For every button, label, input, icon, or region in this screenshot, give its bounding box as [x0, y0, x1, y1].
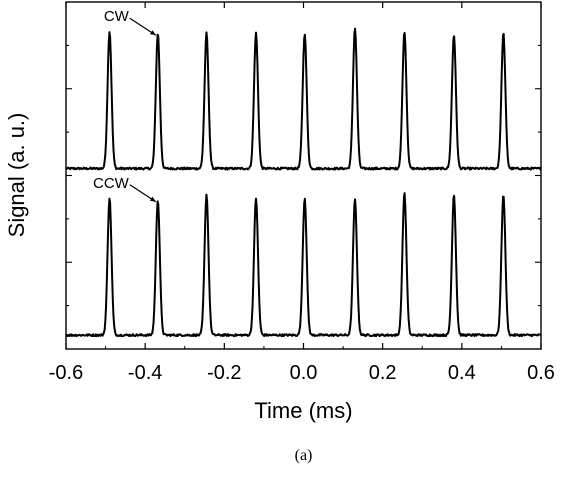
y-axis-label: Signal (a. u.): [4, 113, 29, 238]
series-line-ccw: [65, 192, 542, 338]
series-line-cw: [65, 27, 542, 171]
x-tick-label: 0.0: [290, 362, 318, 384]
annotation-arrowhead: [149, 30, 156, 36]
x-tick-label: -0.4: [128, 362, 162, 384]
x-axis-label: Time (ms): [254, 398, 352, 423]
annotation-label-cw: CW: [104, 8, 130, 25]
annotation-arrowhead: [149, 196, 156, 202]
series-layer: [65, 27, 542, 338]
annotation-label-ccw: CCW: [93, 175, 130, 192]
x-tick-label: 0.6: [527, 362, 555, 384]
panel-label: (a): [295, 447, 313, 464]
x-tick-label: 0.4: [448, 362, 476, 384]
x-tick-label: 0.2: [369, 362, 397, 384]
x-axis-ticks: -0.6 -0.4 -0.2 0.0 0.2 0.4 0.6: [49, 2, 555, 384]
annotation-layer: CW CCW: [93, 8, 157, 203]
x-tick-label: -0.6: [49, 362, 83, 384]
x-tick-label: -0.2: [207, 362, 241, 384]
y-axis-ticks: [66, 44, 541, 307]
